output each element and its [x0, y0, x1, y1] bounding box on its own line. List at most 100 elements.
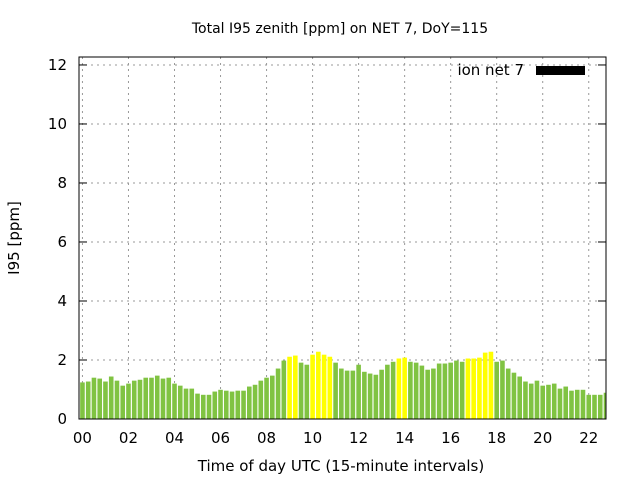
bar: [229, 391, 235, 419]
bar: [436, 363, 442, 419]
bar: [275, 368, 281, 419]
bar: [517, 376, 523, 419]
x-tick-label: 14: [395, 429, 414, 447]
y-tick-label: 2: [57, 351, 67, 369]
bar: [505, 368, 511, 419]
bar: [246, 386, 252, 419]
grid: [79, 57, 606, 419]
bar: [143, 377, 149, 419]
bar: [465, 358, 471, 419]
bar: [235, 390, 241, 419]
y-tick-label: 8: [57, 174, 67, 192]
bar: [488, 351, 494, 419]
bar: [264, 377, 269, 419]
bar: [603, 392, 606, 419]
x-tick-label: 10: [303, 429, 322, 447]
bar: [114, 380, 120, 419]
bar: [540, 385, 546, 419]
bar: [597, 394, 603, 419]
bar: [91, 377, 97, 419]
bar: [511, 372, 517, 419]
bar: [252, 384, 258, 419]
bar: [212, 391, 218, 419]
bar: [350, 370, 356, 419]
bar: [304, 364, 310, 419]
y-tick-label: 4: [57, 292, 67, 310]
bar: [183, 388, 189, 419]
bar: [195, 393, 200, 419]
bar: [546, 384, 551, 419]
y-tick-label: 0: [57, 410, 67, 428]
bar: [154, 375, 160, 419]
x-tick-label: 02: [119, 429, 138, 447]
chart-title: Total I95 zenith [ppm] on NET 7, DoY=115: [191, 21, 488, 37]
bar: [126, 383, 131, 419]
bar: [241, 390, 246, 419]
bar: [431, 368, 436, 419]
bar: [592, 394, 597, 419]
x-tick-label: 18: [487, 429, 506, 447]
bar: [97, 378, 103, 419]
bar: [160, 378, 166, 419]
bar: [425, 369, 430, 419]
bar: [396, 358, 402, 419]
x-tick-label: 06: [211, 429, 230, 447]
legend-swatch: [536, 66, 585, 75]
bar: [80, 382, 85, 419]
bar: [523, 381, 528, 419]
bar: [298, 362, 304, 419]
bar: [580, 389, 586, 419]
bar: [477, 357, 482, 419]
bar: [120, 385, 126, 419]
bar: [362, 371, 367, 419]
x-tick-label: 12: [349, 429, 368, 447]
bar: [419, 365, 425, 419]
bar: [442, 363, 448, 419]
bar: [563, 386, 569, 419]
bar: [408, 361, 413, 419]
bar: [494, 361, 499, 419]
legend: ion net 7: [457, 61, 585, 79]
bar: [333, 362, 338, 419]
bar: [339, 368, 344, 419]
bar: [534, 380, 540, 419]
bar: [482, 352, 488, 419]
bar: [551, 383, 557, 419]
x-tick-label: 20: [533, 429, 552, 447]
bar: [569, 390, 574, 419]
bar: [373, 374, 379, 419]
bar: [258, 380, 264, 419]
bar: [557, 388, 563, 419]
bar: [402, 357, 407, 419]
bar: [85, 381, 91, 419]
bar: [500, 360, 505, 419]
bar: [321, 354, 327, 419]
bar: [166, 377, 172, 419]
bar: [287, 356, 292, 419]
bar: [137, 379, 143, 419]
x-tick-label: 22: [579, 429, 598, 447]
bar: [223, 390, 229, 419]
bars: [80, 351, 606, 419]
bar: [356, 364, 361, 419]
bar: [471, 358, 476, 419]
y-tick-label: 12: [48, 56, 67, 74]
bar: [390, 361, 396, 419]
bar: [293, 355, 298, 419]
bar: [281, 360, 287, 419]
bar: [586, 394, 592, 419]
bar: [344, 370, 350, 419]
bar: [206, 394, 212, 419]
bar: [270, 375, 275, 419]
bar: [459, 361, 465, 419]
bar: [367, 373, 373, 419]
bar: [172, 383, 177, 419]
bar: [200, 394, 206, 419]
plot-frame: [78, 56, 607, 420]
bar: [448, 362, 453, 419]
bar: [103, 381, 108, 419]
y-tick-label: 10: [48, 115, 67, 133]
x-tick-label: 16: [441, 429, 460, 447]
bar: [310, 354, 315, 419]
